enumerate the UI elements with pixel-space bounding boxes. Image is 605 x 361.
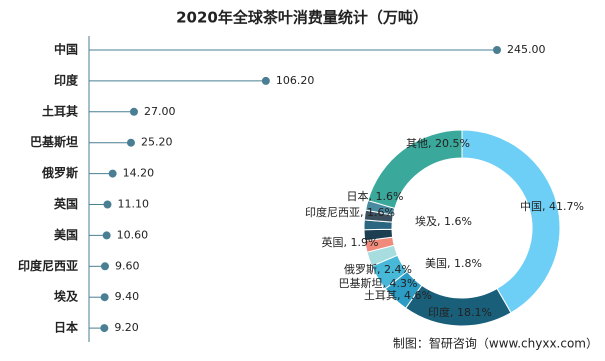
value-label: 106.20 (276, 74, 315, 87)
category-label: 美国 (54, 227, 78, 242)
category-label: 印度尼西亚 (18, 258, 78, 273)
category-label: 印度 (54, 72, 79, 87)
value-label: 14.20 (123, 167, 154, 180)
value-label: 9.60 (115, 259, 140, 272)
dot (129, 107, 138, 116)
slice-label: 日本, 1.6% (347, 189, 404, 203)
slice-label: 英国, 1.9% (322, 235, 379, 249)
source: 制图：智研咨询（www.chyxx.com） (393, 336, 598, 351)
slice-label: 印度尼西亚, 1.6% (305, 205, 395, 219)
dot (493, 46, 501, 54)
dot (126, 138, 135, 147)
category-label: 中国 (54, 42, 78, 57)
slice-label: 俄罗斯, 2.4% (344, 263, 412, 276)
dot (108, 169, 117, 178)
dot (102, 231, 111, 240)
slice-label: 巴基斯坦, 4.3% (339, 276, 418, 290)
category-label: 日本 (54, 320, 78, 335)
value-label: 11.10 (117, 198, 148, 211)
value-label: 9.40 (115, 290, 139, 303)
dot (100, 293, 109, 302)
value-label: 10.60 (117, 228, 149, 241)
value-label: 25.20 (141, 136, 173, 149)
dot (100, 262, 109, 271)
slice-label: 印度, 18.1% (428, 305, 492, 319)
donut-slice (367, 129, 463, 210)
category-label: 巴基斯坦 (30, 134, 78, 149)
slice-label: 其他, 20.5% (406, 137, 470, 150)
value-label: 245.00 (507, 43, 546, 56)
dot (261, 76, 270, 85)
category-label: 土耳其 (42, 103, 78, 118)
value-label: 27.00 (144, 105, 176, 118)
slice-label: 土耳其, 4.6% (364, 289, 432, 302)
chart-title: 2020年全球茶叶消费量统计（万吨） (176, 9, 428, 27)
dot (103, 200, 112, 209)
category-label: 埃及 (54, 289, 79, 304)
slice-label: 中国, 41.7% (520, 200, 584, 213)
slice-label: 埃及, 1.6% (415, 214, 472, 228)
slice-label: 美国, 1.8% (425, 257, 482, 270)
donut-slice (461, 129, 561, 314)
dot (100, 324, 109, 333)
value-label: 9.20 (114, 321, 139, 334)
category-label: 俄罗斯 (41, 165, 78, 180)
category-label: 英国 (54, 196, 78, 211)
